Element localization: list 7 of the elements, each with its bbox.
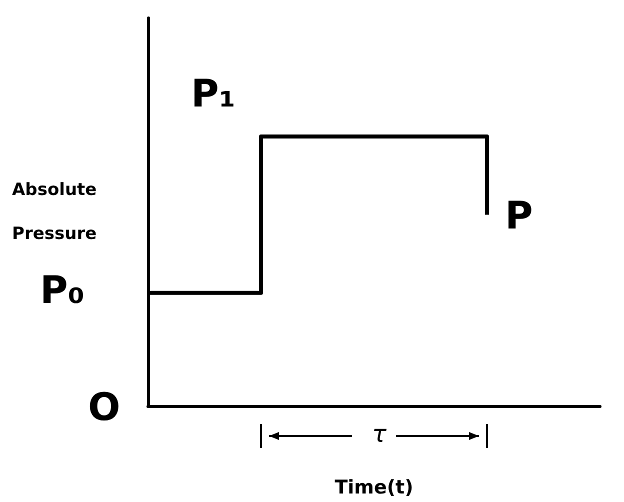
text: P₀	[40, 268, 84, 312]
annotation: P	[505, 194, 533, 238]
text: τ	[372, 420, 387, 448]
x-axis-title: Time(t)	[334, 476, 414, 498]
text: Absolute Pressure	[12, 180, 97, 244]
text: O	[88, 385, 120, 429]
text: P₁	[191, 72, 236, 116]
